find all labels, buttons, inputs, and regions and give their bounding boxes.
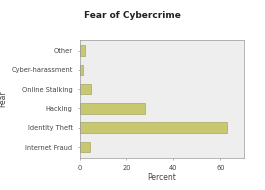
Bar xyxy=(80,142,90,152)
Bar xyxy=(80,65,83,75)
Text: Fear of Cybercrime: Fear of Cybercrime xyxy=(84,11,181,20)
X-axis label: Percent: Percent xyxy=(147,173,176,182)
Bar xyxy=(80,122,227,133)
Bar xyxy=(80,45,85,56)
Bar xyxy=(80,103,145,114)
Bar xyxy=(80,84,91,94)
Y-axis label: Fear: Fear xyxy=(0,90,7,107)
